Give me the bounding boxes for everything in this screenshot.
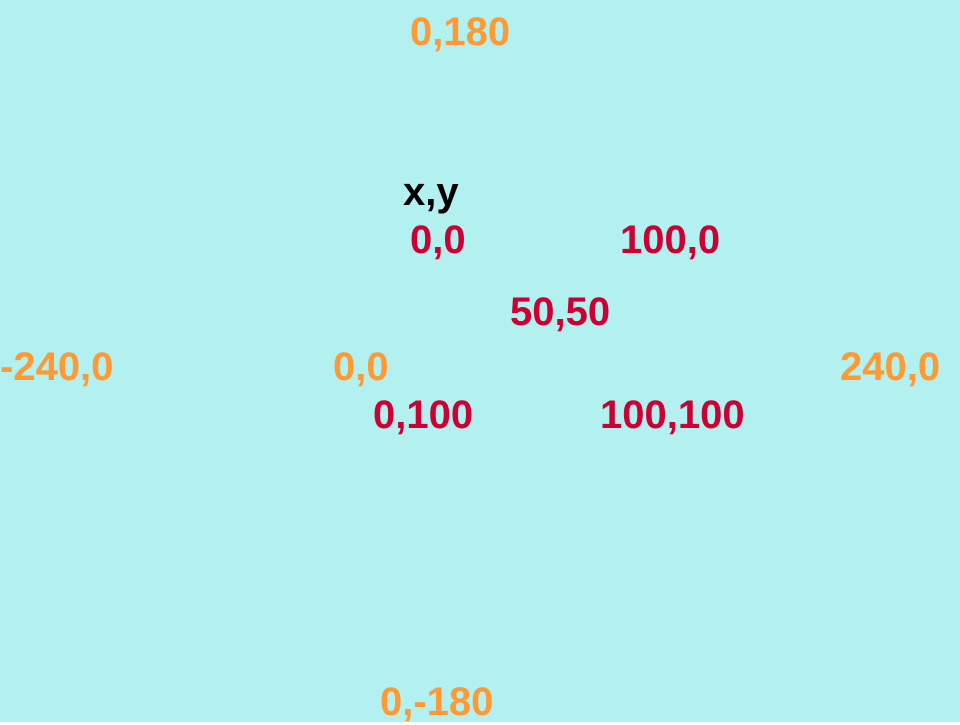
coord-0-0-label: 0,0 [410, 218, 466, 263]
coord-100-100-label: 100,100 [600, 393, 745, 438]
top-axis-label: 0,180 [410, 10, 510, 55]
right-axis-label: 240,0 [840, 345, 940, 390]
coord-0-100-label: 0,100 [373, 393, 473, 438]
center-axis-label: 0,0 [333, 345, 389, 390]
coord-50-50-label: 50,50 [510, 290, 610, 335]
xy-header-label: x,y [403, 170, 459, 215]
left-axis-label: -240,0 [0, 345, 113, 390]
coord-100-0-label: 100,0 [620, 218, 720, 263]
coordinate-diagram: x,y 0,180 0,-180 -240,0 240,0 0,0 0,0 10… [0, 0, 960, 722]
bottom-axis-label: 0,-180 [380, 680, 493, 725]
